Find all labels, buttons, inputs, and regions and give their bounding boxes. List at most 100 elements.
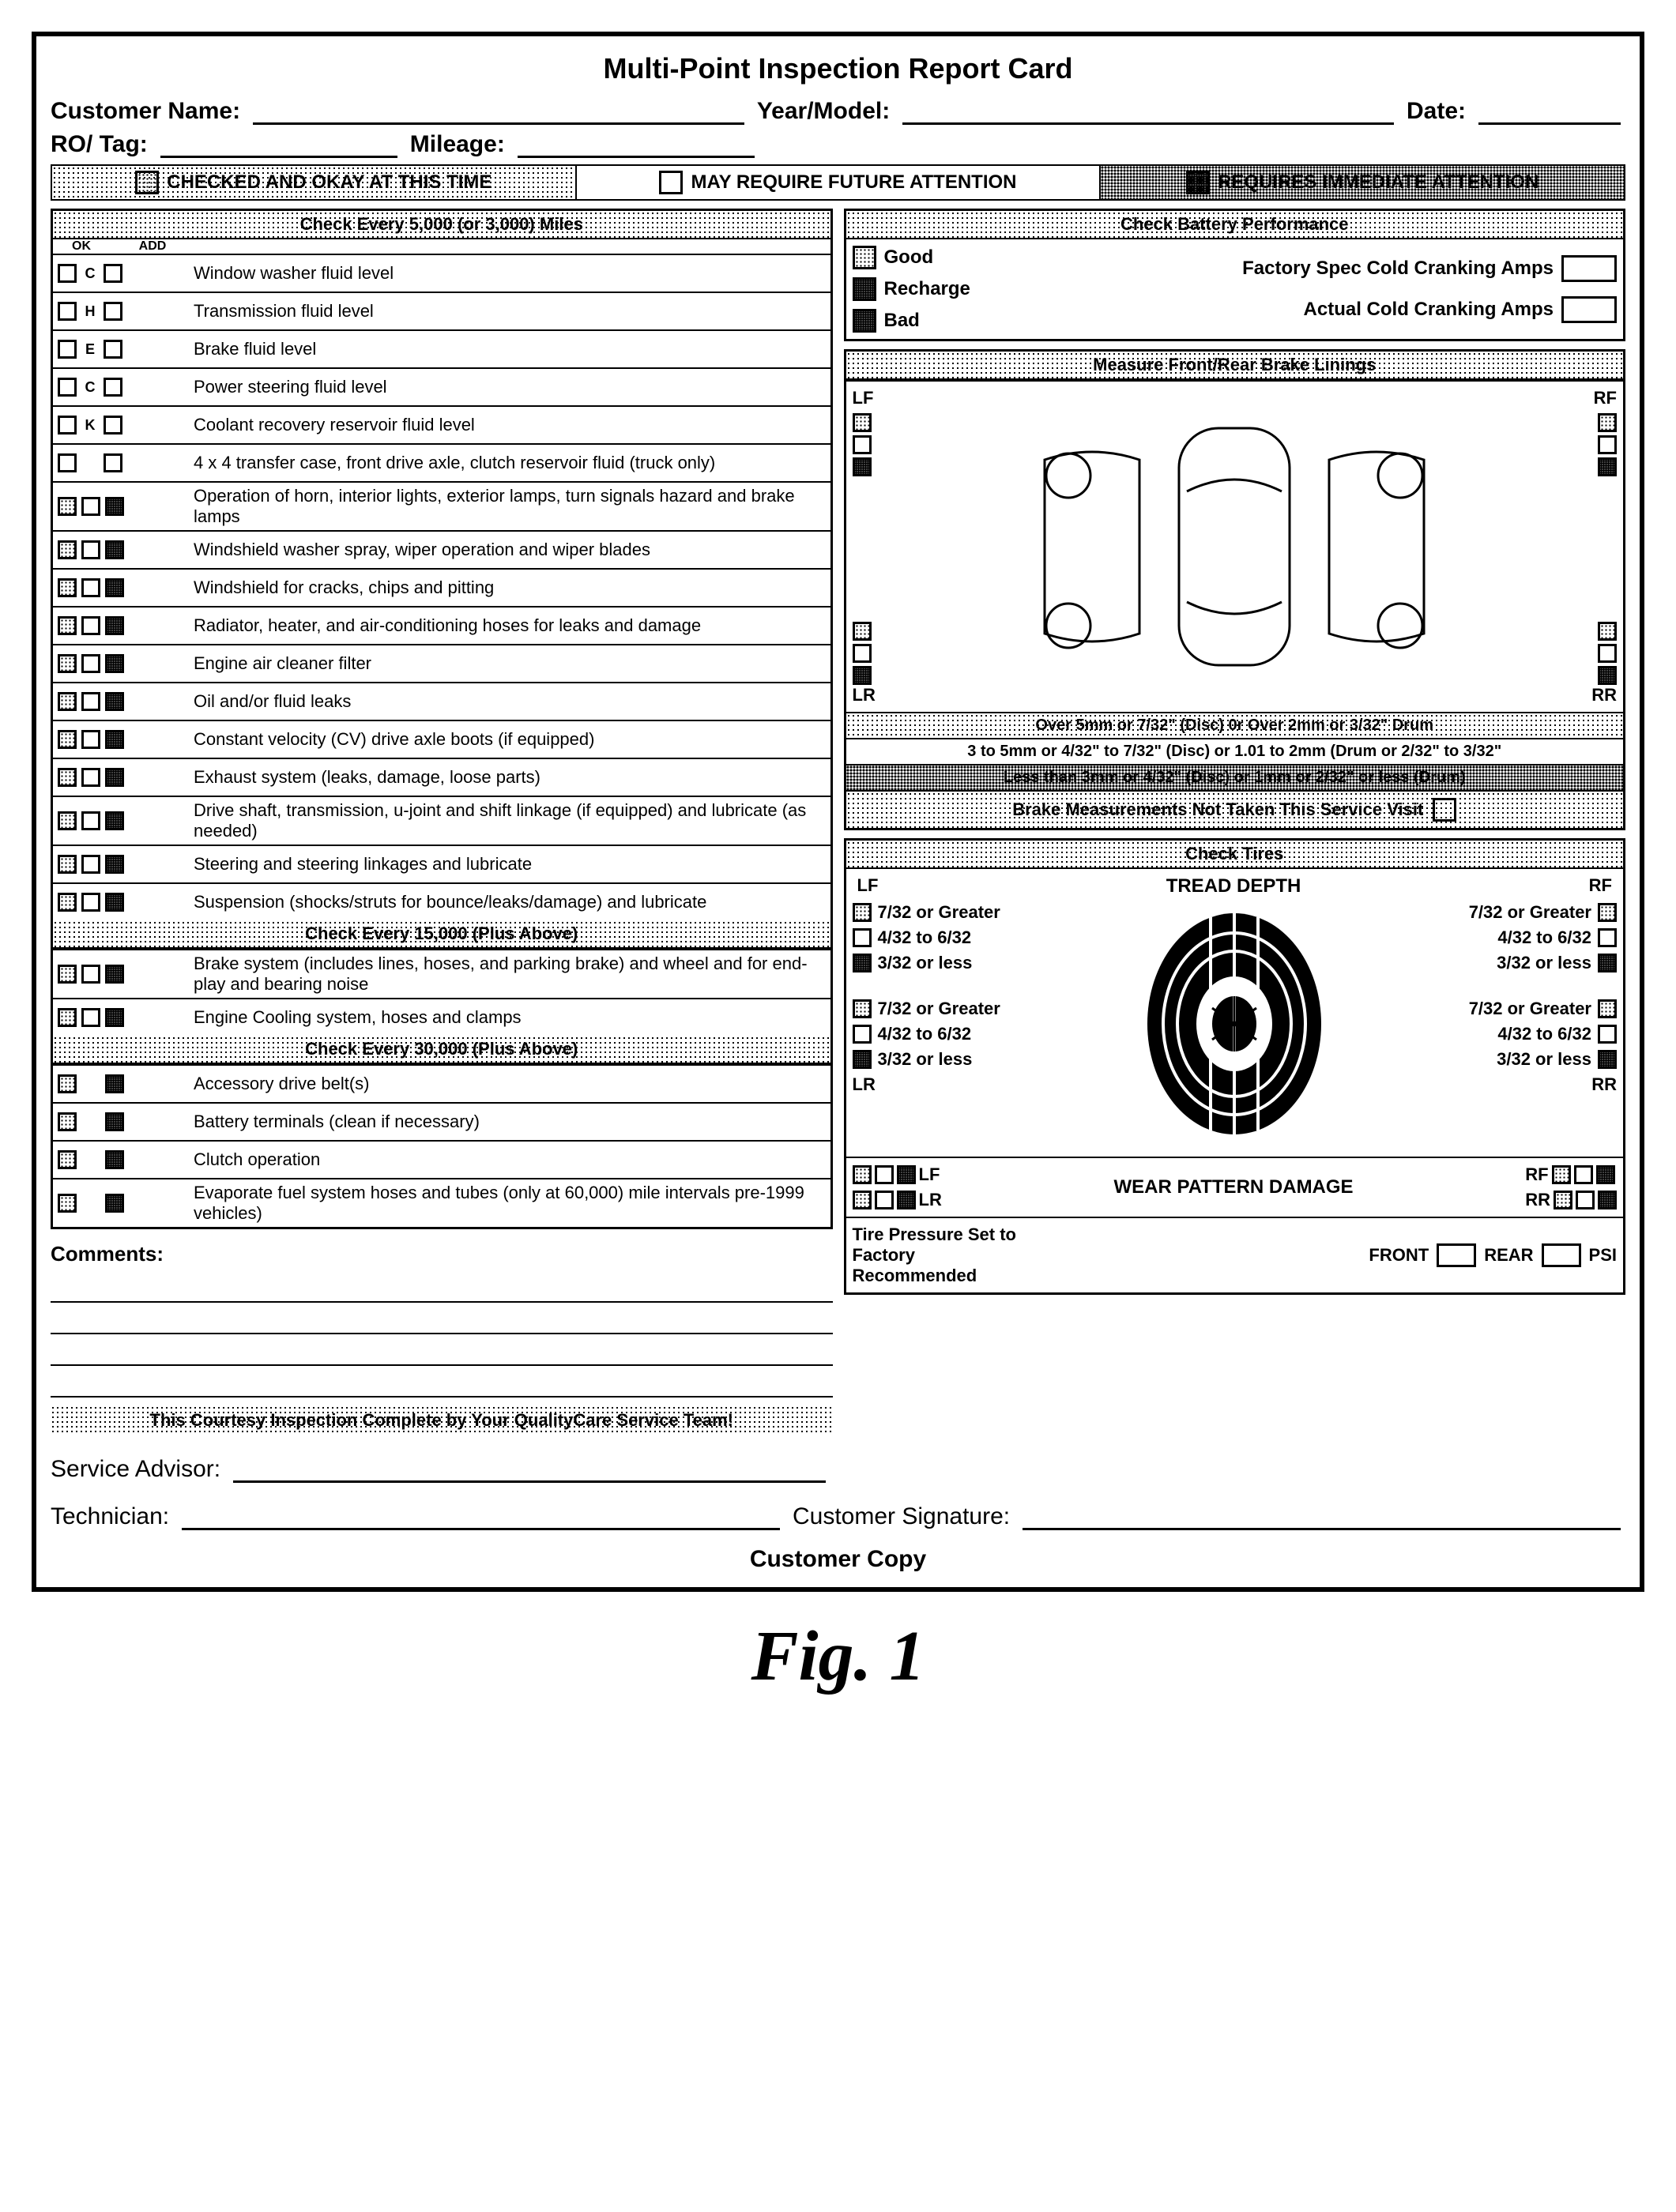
ok-box[interactable] [58,578,77,597]
bad-box[interactable] [105,578,124,597]
battery-factory-field[interactable] [1561,255,1617,282]
rf-t3[interactable] [1598,954,1617,972]
bad-box[interactable] [105,1008,124,1027]
add-box[interactable] [104,453,122,472]
pressure-rear-field[interactable] [1542,1243,1581,1267]
mid-box[interactable] [81,855,100,874]
brake-not-taken-box[interactable] [1433,798,1456,822]
ok-box[interactable] [58,378,77,397]
lf-t1[interactable] [853,903,872,922]
rr-t3[interactable] [1598,1050,1617,1069]
wear-rf-mid[interactable] [1574,1165,1593,1184]
date-field[interactable] [1478,101,1621,125]
bad-box[interactable] [105,1112,124,1131]
lr-t3[interactable] [853,1050,872,1069]
lr-t2[interactable] [853,1025,872,1044]
wear-lf-mid[interactable] [875,1165,894,1184]
ok-box[interactable] [58,730,77,749]
wear-rr-ok[interactable] [1554,1191,1572,1209]
battery-good-box[interactable] [853,246,876,269]
ok-box[interactable] [58,1150,77,1169]
rr-bad[interactable] [1598,666,1617,685]
bad-box[interactable] [105,654,124,673]
ok-box[interactable] [58,453,77,472]
lf-mid[interactable] [853,435,872,454]
bad-box[interactable] [105,855,124,874]
ok-box[interactable] [58,1112,77,1131]
bad-box[interactable] [105,965,124,984]
ok-box[interactable] [58,692,77,711]
bad-box[interactable] [105,692,124,711]
battery-actual-field[interactable] [1561,296,1617,323]
ok-box[interactable] [58,616,77,635]
wear-rr-mid[interactable] [1576,1191,1595,1209]
mid-box[interactable] [81,578,100,597]
rr-mid[interactable] [1598,644,1617,663]
mid-box[interactable] [81,497,100,516]
bad-box[interactable] [105,616,124,635]
ok-box[interactable] [58,768,77,787]
mid-box[interactable] [81,540,100,559]
mid-box[interactable] [81,811,100,830]
add-box[interactable] [104,264,122,283]
bad-box[interactable] [105,540,124,559]
bad-box[interactable] [105,1194,124,1213]
mid-box[interactable] [81,893,100,912]
ok-box[interactable] [58,855,77,874]
add-box[interactable] [104,340,122,359]
customer-sig-field[interactable] [1023,1507,1621,1530]
comment-line[interactable] [51,1337,833,1366]
add-box[interactable] [104,416,122,434]
bad-box[interactable] [105,497,124,516]
technician-field[interactable] [182,1507,780,1530]
wear-rr-bad[interactable] [1598,1191,1617,1209]
wear-rf-bad[interactable] [1596,1165,1615,1184]
rf-ok[interactable] [1598,413,1617,432]
lf-bad[interactable] [853,457,872,476]
ok-box[interactable] [58,302,77,321]
mileage-field[interactable] [518,134,755,158]
lr-mid[interactable] [853,644,872,663]
ok-box[interactable] [58,811,77,830]
wear-lr-bad[interactable] [897,1191,916,1209]
lr-t1[interactable] [853,999,872,1018]
rr-t1[interactable] [1598,999,1617,1018]
wear-lr-mid[interactable] [875,1191,894,1209]
comment-line[interactable] [51,1274,833,1303]
mid-box[interactable] [81,692,100,711]
year-model-field[interactable] [902,101,1394,125]
ok-box[interactable] [58,1194,77,1213]
ok-box[interactable] [58,965,77,984]
wear-lf-ok[interactable] [853,1165,872,1184]
add-box[interactable] [104,302,122,321]
ok-box[interactable] [58,540,77,559]
comment-line[interactable] [51,1369,833,1398]
rf-t2[interactable] [1598,928,1617,947]
rf-mid[interactable] [1598,435,1617,454]
mid-box[interactable] [81,654,100,673]
bad-box[interactable] [105,1074,124,1093]
ok-box[interactable] [58,1074,77,1093]
wear-rf-ok[interactable] [1552,1165,1571,1184]
ok-box[interactable] [58,893,77,912]
advisor-field[interactable] [233,1459,825,1483]
ok-box[interactable] [58,497,77,516]
mid-box[interactable] [81,965,100,984]
lr-ok[interactable] [853,622,872,641]
mid-box[interactable] [81,730,100,749]
pressure-front-field[interactable] [1437,1243,1476,1267]
ok-box[interactable] [58,264,77,283]
lf-t3[interactable] [853,954,872,972]
add-box[interactable] [104,378,122,397]
comment-line[interactable] [51,1306,833,1334]
bad-box[interactable] [105,768,124,787]
bad-box[interactable] [105,893,124,912]
mid-box[interactable] [81,1008,100,1027]
bad-box[interactable] [105,730,124,749]
mid-box[interactable] [81,616,100,635]
wear-lf-bad[interactable] [897,1165,916,1184]
lf-t2[interactable] [853,928,872,947]
wear-lr-ok[interactable] [853,1191,872,1209]
ok-box[interactable] [58,1008,77,1027]
rf-bad[interactable] [1598,457,1617,476]
